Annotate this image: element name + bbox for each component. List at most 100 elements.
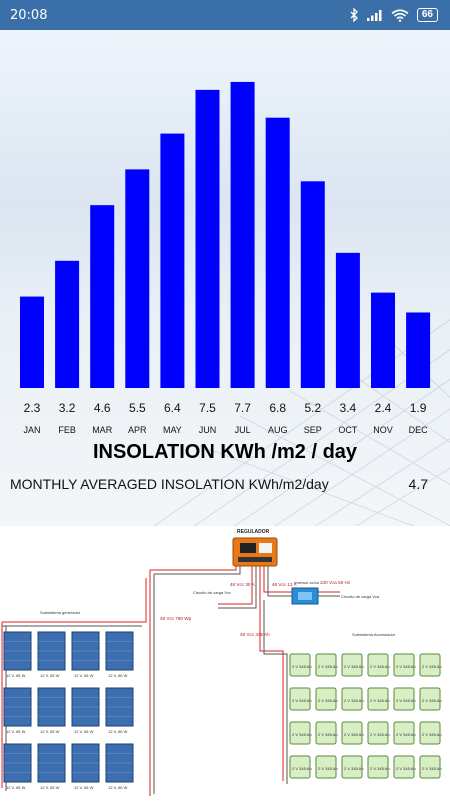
- bluetooth-icon: [350, 8, 358, 22]
- battery-cell: 2 V 345 Ah: [341, 755, 364, 779]
- vcc-circuit-label: Circuito de carga Vcc: [193, 590, 231, 595]
- bar-jan: [20, 296, 44, 388]
- battery-label: 2 V 345 Ah: [396, 732, 416, 737]
- battery-cell: 2 V 345 Ah: [289, 721, 312, 745]
- panel-label: 12 V, 65 W: [74, 673, 94, 678]
- battery-cell: 2 V 345 Ah: [393, 653, 416, 677]
- panel-label: 12 V, 65 W: [40, 673, 60, 678]
- bar-feb: [55, 260, 80, 388]
- battery-cell: 2 V 345 Ah: [393, 721, 416, 745]
- month-label-may: MAY: [163, 425, 182, 435]
- battery-cell: 2 V 345 Ah: [367, 721, 390, 745]
- value-label-jul: 7.7: [234, 401, 251, 415]
- battery-label: 2 V 345 Ah: [292, 664, 312, 669]
- solar-panel: 12 V, 65 W: [71, 743, 100, 790]
- pv-system-schematic: REGULADOR 48 Vcc 780 Wp Cir: [1, 529, 442, 796]
- panel-label: 12 V, 65 W: [74, 785, 94, 790]
- signal-icon: [366, 10, 382, 21]
- chart-title: INSOLATION KWh /m2 / day: [92, 441, 358, 463]
- value-label-nov: 2.4: [375, 401, 392, 415]
- battery-label: 2 V 345 Ah: [422, 766, 442, 771]
- month-label-jul: JUL: [235, 425, 251, 435]
- battery-label: 2 V 345 Ah: [344, 698, 364, 703]
- battery-label: 2 V 345 Ah: [344, 766, 364, 771]
- inv-out-label: 230 Vca 50 Hz: [320, 580, 351, 585]
- status-time: 20:08: [10, 7, 48, 23]
- battery-icon: 66: [416, 8, 438, 22]
- bar-apr: [125, 169, 150, 388]
- battery-cell: 2 V 345 Ah: [419, 755, 442, 779]
- month-label-dec: DEC: [409, 425, 429, 435]
- panel-label: 12 V, 65 W: [74, 729, 94, 734]
- battery-cell: 2 V 345 Ah: [289, 653, 312, 677]
- battery-label: 2 V 345 Ah: [396, 766, 416, 771]
- solar-panel-array: 12 V, 65 W 12 V, 65 W 12 V, 65 W 12 V, 65 W…: [3, 631, 134, 790]
- panel-label: 12 V, 65 W: [6, 785, 26, 790]
- solar-panel: 12 V, 65 W: [105, 631, 134, 678]
- average-value: 4.7: [408, 476, 428, 492]
- panel-label: 12 V, 65 W: [40, 785, 60, 790]
- status-bar: 20:08 66: [0, 0, 450, 30]
- average-row: MONTHLY AVERAGED INSOLATION KWh/m2/day 4…: [10, 476, 428, 492]
- inv-in-label: 48 Vcc 13 A: [272, 582, 297, 587]
- bar-mar: [90, 205, 115, 388]
- solar-panel: 12 V, 65 W: [37, 687, 66, 734]
- battery-bank: 2 V 345 Ah 2 V 345 Ah 2 V 345 Ah 2 V 345 Ah…: [289, 653, 442, 779]
- battery-cell: 2 V 345 Ah: [393, 755, 416, 779]
- battery-label: 2 V 345 Ah: [422, 698, 442, 703]
- battery-cell: 2 V 345 Ah: [315, 755, 338, 779]
- battery-label: 2 V 345 Ah: [292, 732, 312, 737]
- battery-cell: 2 V 345 Ah: [419, 653, 442, 677]
- battery-label: 2 V 345 Ah: [318, 766, 338, 771]
- battery-label: 2 V 345 Ah: [422, 732, 442, 737]
- battery-label: 2 V 345 Ah: [318, 664, 338, 669]
- battery-cell: 2 V 345 Ah: [289, 755, 312, 779]
- solar-panel: 12 V, 65 W: [105, 743, 134, 790]
- panel-label: 12 V, 65 W: [6, 729, 26, 734]
- battery-cell: 2 V 345 Ah: [315, 653, 338, 677]
- inverter-label: Inversor cc/ca: [294, 580, 320, 585]
- battery-label: 2 V 345 Ah: [370, 766, 390, 771]
- battery-line-label: 48 Vcc 345 Ah: [240, 632, 270, 637]
- battery-cell: 2 V 345 Ah: [367, 755, 390, 779]
- battery-cell: 2 V 345 Ah: [341, 721, 364, 745]
- battery-cell: 2 V 345 Ah: [315, 721, 338, 745]
- battery-cell: 2 V 345 Ah: [393, 687, 416, 711]
- status-icons: 66: [349, 8, 438, 22]
- month-label-mar: MAR: [92, 425, 113, 435]
- month-label-jun: JUN: [199, 425, 217, 435]
- value-label-may: 6.4: [164, 401, 181, 415]
- solar-panel: 12 V, 65 W: [71, 687, 100, 734]
- insolation-panel: 2.3 JAN 3.2 FEB 4.6 MAR 5.5 APR 6.4 MAY 7.5 JUN 7.7 J…: [0, 30, 450, 526]
- battery-cell: 2 V 345 Ah: [315, 687, 338, 711]
- bar-may: [160, 133, 185, 388]
- panel-label: 12 V, 65 W: [108, 673, 128, 678]
- month-label-oct: OCT: [338, 425, 358, 435]
- battery-label: 2 V 345 Ah: [318, 732, 338, 737]
- month-label-nov: NOV: [373, 425, 393, 435]
- bar-nov: [371, 292, 395, 388]
- bar-aug: [265, 117, 290, 388]
- month-label-jan: JAN: [23, 425, 40, 435]
- value-label-mar: 4.6: [94, 401, 111, 415]
- bar-jul: [230, 81, 255, 389]
- solar-panel: 12 V, 65 W: [3, 631, 32, 678]
- battery-label: 2 V 345 Ah: [370, 664, 390, 669]
- month-label-feb: FEB: [58, 425, 76, 435]
- panel-label: 12 V, 65 W: [108, 729, 128, 734]
- battery-label: 2 V 345 Ah: [370, 732, 390, 737]
- solar-panel: 12 V, 65 W: [71, 631, 100, 678]
- battery-cell: 2 V 345 Ah: [341, 687, 364, 711]
- battery-label: 2 V 345 Ah: [396, 664, 416, 669]
- battery-cell: 2 V 345 Ah: [419, 721, 442, 745]
- bar-dec: [406, 312, 431, 388]
- solar-panel: 12 V, 65 W: [37, 631, 66, 678]
- pv-system-diagram: REGULADOR 48 Vcc 780 Wp Cir: [0, 526, 450, 800]
- value-label-apr: 5.5: [129, 401, 146, 415]
- regulator-box: [232, 537, 278, 567]
- battery-label: 2 V 345 Ah: [292, 698, 312, 703]
- bar-sep: [300, 181, 325, 388]
- accumulator-label: Subsistema Acumulador: [352, 632, 396, 637]
- load-line-label: 48 Vcc 30 A: [230, 582, 255, 587]
- battery-label: 2 V 345 Ah: [344, 732, 364, 737]
